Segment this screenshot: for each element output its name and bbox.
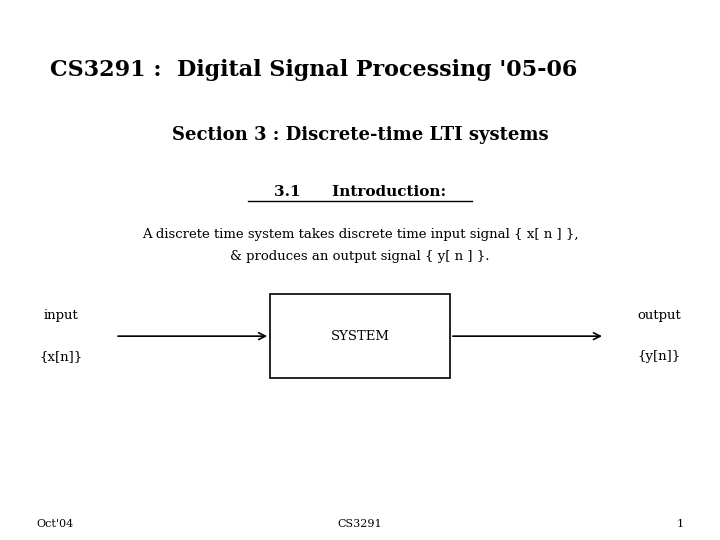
- Text: output: output: [637, 309, 680, 322]
- Text: {x[n]}: {x[n]}: [40, 350, 83, 363]
- Text: CS3291 :  Digital Signal Processing '05-06: CS3291 : Digital Signal Processing '05-0…: [50, 59, 577, 81]
- Text: Oct'04: Oct'04: [36, 519, 73, 529]
- Text: {y[n]}: {y[n]}: [637, 350, 680, 363]
- Text: CS3291: CS3291: [338, 519, 382, 529]
- Text: Section 3 : Discrete-time LTI systems: Section 3 : Discrete-time LTI systems: [171, 126, 549, 144]
- Text: 1: 1: [677, 519, 684, 529]
- Text: 3.1      Introduction:: 3.1 Introduction:: [274, 185, 446, 199]
- Bar: [270, 294, 450, 378]
- Text: SYSTEM: SYSTEM: [330, 329, 390, 343]
- Text: & produces an output signal { y[ n ] }.: & produces an output signal { y[ n ] }.: [230, 250, 490, 263]
- Text: A discrete time system takes discrete time input signal { x[ n ] },: A discrete time system takes discrete ti…: [142, 228, 578, 241]
- Text: input: input: [44, 309, 78, 322]
